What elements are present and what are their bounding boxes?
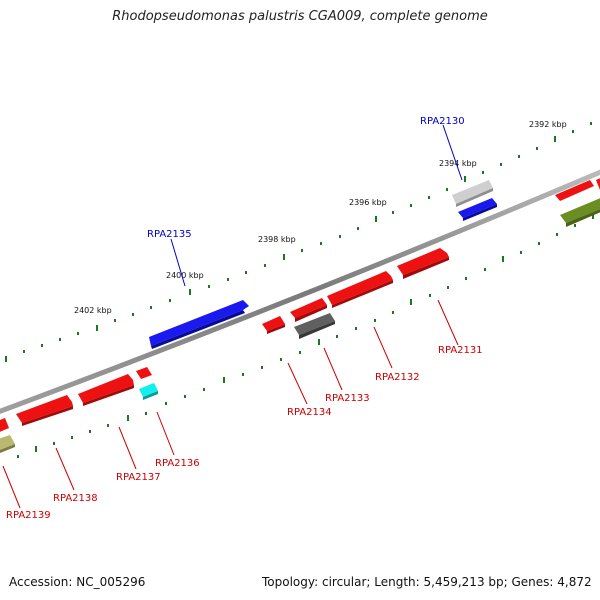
gene-label-rpa2133[interactable]: RPA2133 (325, 393, 370, 404)
scale-label-2394: 2394 kbp (439, 159, 477, 168)
gene-label-rpa2136[interactable]: RPA2136 (155, 458, 200, 469)
gene-rpa2135[interactable] (149, 300, 249, 349)
gene-label-rpa2132[interactable]: RPA2132 (375, 372, 420, 383)
chromosome-backbone (0, 169, 600, 414)
gene-rpa2138[interactable] (16, 395, 73, 426)
gene-right-edge-olive[interactable] (560, 194, 600, 227)
gene-label-rpa2134[interactable]: RPA2134 (287, 407, 332, 418)
map-title: Rhodopseudomonas palustris CGA009, compl… (112, 9, 488, 24)
gene-label-rpa2130[interactable]: RPA2130 (420, 116, 465, 127)
gene-right-edge-red[interactable] (555, 174, 600, 201)
gene-rpa2132[interactable] (327, 271, 393, 308)
gene-rpa2130[interactable] (452, 180, 493, 207)
gene-label-rpa2135[interactable]: RPA2135 (147, 229, 192, 240)
accession-text: Accession: NC_005296 (9, 575, 146, 589)
scale-label-2396: 2396 kbp (349, 198, 387, 207)
gene-label-rpa2137[interactable]: RPA2137 (116, 472, 161, 483)
leader-lines (2, 124, 463, 509)
gene-label-rpa2139[interactable]: RPA2139 (6, 510, 51, 521)
gene-rpa2139[interactable] (0, 418, 15, 453)
gene-rpa2137[interactable] (78, 374, 134, 406)
scale-label-2392: 2392 kbp (529, 120, 567, 129)
genome-summary-text: Topology: circular; Length: 5,459,213 bp… (262, 575, 592, 589)
gene-right-edge-blue[interactable] (458, 198, 497, 221)
gene-label-rpa2138[interactable]: RPA2138 (53, 493, 98, 504)
scale-label-2400: 2400 kbp (166, 271, 204, 280)
gene-label-rpa2131[interactable]: RPA2131 (438, 345, 483, 356)
gene-rpa2134[interactable] (262, 298, 327, 334)
scale-label-2402: 2402 kbp (74, 306, 112, 315)
gene-rpa2136[interactable] (136, 367, 158, 400)
inner-tick-ruler (17, 213, 594, 458)
outer-tick-ruler (5, 122, 592, 362)
scale-label-2398: 2398 kbp (258, 235, 296, 244)
gene-rpa2133[interactable] (294, 313, 335, 339)
gene-rpa2131[interactable] (397, 248, 449, 279)
